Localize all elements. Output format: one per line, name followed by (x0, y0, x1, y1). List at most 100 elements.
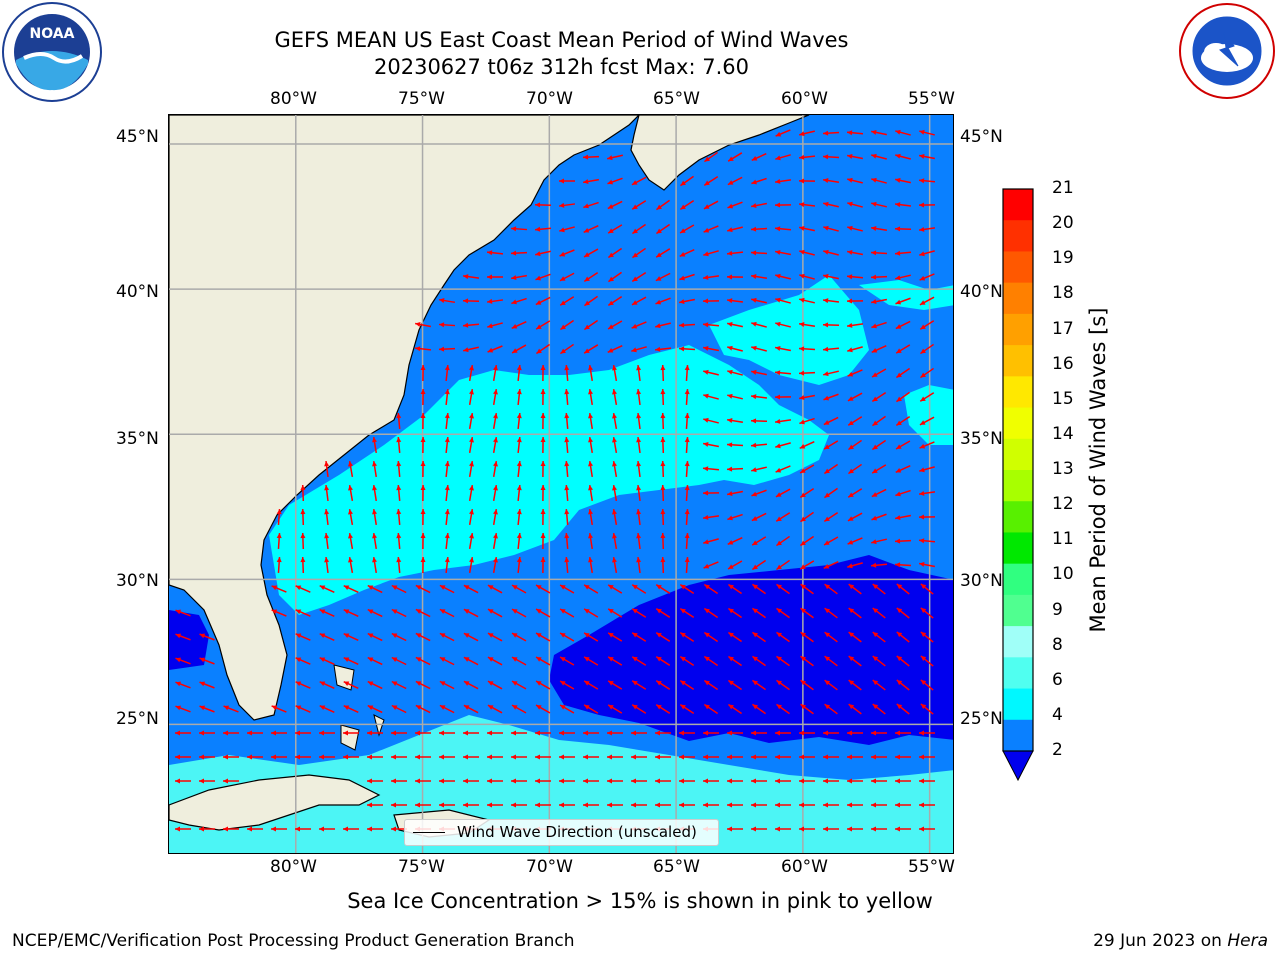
colorbar-frame (1002, 188, 1034, 752)
wave-direction-arrowhead (727, 442, 733, 448)
wave-direction-arrowhead (463, 754, 468, 760)
wave-direction-arrowhead (775, 345, 781, 351)
wave-direction-arrowhead (919, 778, 924, 784)
colorbar-tick-label: 21 (1052, 178, 1074, 198)
colorbar-block (1003, 376, 1033, 409)
lat-label: 45°N (960, 127, 1003, 147)
wave-direction-arrowhead (469, 509, 474, 515)
wave-direction-arrowhead (511, 299, 517, 305)
wave-direction-arrowhead (420, 437, 426, 443)
wave-direction-arrowhead (824, 632, 831, 638)
wave-direction-arrowhead (487, 778, 492, 784)
wave-direction-arrowhead (583, 179, 589, 184)
wave-direction-arrowhead (896, 656, 903, 662)
wave-direction-arrowhead (823, 322, 829, 328)
wave-direction-arrowhead (199, 705, 206, 711)
wave-direction-arrowhead (516, 461, 522, 467)
map-panel: Wind Wave Direction (unscaled) (168, 114, 954, 854)
wave-direction-arrowhead (727, 369, 733, 375)
wave-direction-arrowhead (396, 509, 402, 515)
wave-direction-arrowhead (319, 633, 326, 639)
wave-direction-arrowhead (487, 754, 492, 760)
wave-direction-arrowhead (660, 437, 666, 443)
wave-direction-arrowhead (247, 754, 252, 760)
lat-label: 35°N (960, 429, 1003, 449)
wave-direction-arrowhead (776, 632, 783, 638)
wave-direction-arrowhead (919, 826, 924, 832)
wave-direction-arrowhead (439, 346, 445, 352)
wave-direction-arrowhead (415, 705, 422, 710)
wave-direction-arrowhead (516, 437, 522, 443)
wave-direction-arrowhead (560, 300, 566, 306)
colorbar-block (1003, 313, 1033, 346)
wave-direction-arrowhead (493, 485, 498, 491)
wave-direction-arrowhead (776, 656, 783, 662)
wave-direction-arrowhead (703, 298, 709, 304)
wave-direction-arrowhead (751, 754, 756, 760)
wave-direction-arrowhead (871, 754, 876, 760)
wave-direction-arrowhead (823, 420, 830, 425)
wave-direction-arrowhead (848, 656, 855, 662)
wave-direction-arrowhead (415, 633, 422, 638)
wave-direction-arrowhead (660, 557, 666, 563)
wave-direction-arrowhead (631, 323, 638, 329)
wave-direction-arrowhead (560, 656, 566, 662)
colorbar-tick-label: 18 (1052, 283, 1074, 304)
wave-direction-arrowhead (871, 129, 877, 135)
wave-direction-arrowhead (823, 563, 830, 569)
wave-direction-arrowhead (824, 444, 830, 450)
wave-direction-arrowhead (583, 227, 590, 233)
wave-direction-arrowhead (536, 633, 542, 638)
lon-label: 65°W (653, 857, 700, 877)
wave-direction-arrowhead (848, 444, 854, 450)
wave-direction-arrowhead (680, 204, 686, 210)
wave-direction-arrowhead (469, 485, 474, 491)
wave-direction-arrowhead (751, 250, 757, 256)
wave-direction-arrowhead (823, 754, 828, 760)
wave-direction-arrowhead (872, 468, 878, 474)
wave-direction-arrowhead (823, 802, 828, 808)
wave-direction-arrowhead (540, 557, 546, 563)
wave-direction-arrowhead (536, 657, 542, 662)
wave-direction-arrowhead (751, 418, 757, 424)
wave-direction-arrowhead (656, 680, 662, 686)
wave-direction-arrowhead (824, 516, 830, 522)
chart-title: GEFS MEAN US East Coast Mean Period of W… (274, 28, 849, 52)
wave-direction-arrowhead (728, 704, 734, 710)
wave-direction-arrowhead (752, 704, 758, 710)
wave-direction-arrowhead (684, 437, 690, 443)
wave-direction-arrowhead (752, 584, 758, 590)
wave-direction-arrowhead (872, 632, 879, 638)
wave-direction-arrowhead (493, 557, 498, 563)
wave-direction-arrowhead (823, 346, 829, 352)
wave-direction-arrowhead (540, 365, 546, 371)
wave-direction-arrowhead (703, 204, 710, 209)
wave-direction-arrowhead (751, 491, 758, 497)
wave-direction-arrowhead (559, 202, 565, 208)
wave-direction-arrowhead (372, 533, 377, 539)
wave-direction-arrowhead (775, 730, 780, 736)
wave-direction-arrowhead (919, 275, 926, 281)
wave-direction-arrowhead (799, 322, 805, 327)
wave-direction-arrowhead (295, 730, 300, 736)
wave-direction-arrowhead (420, 533, 426, 539)
wave-direction-arrowhead (536, 609, 542, 614)
wave-direction-arrowhead (535, 202, 541, 208)
wave-direction-arrowhead (324, 533, 330, 539)
lon-label: 75°W (398, 857, 445, 877)
wave-direction-arrowhead (511, 609, 518, 614)
wave-direction-arrowhead (799, 443, 806, 449)
wave-direction-arrowhead (588, 365, 593, 371)
wave-direction-arrowhead (540, 533, 546, 539)
wave-direction-arrowhead (775, 155, 781, 161)
wave-direction-arrowhead (727, 466, 733, 472)
wave-direction-arrowhead (560, 608, 566, 614)
wave-direction-arrowhead (391, 778, 396, 784)
wave-direction-arrowhead (920, 372, 926, 378)
wave-direction-arrowhead (463, 705, 470, 710)
wave-direction-arrowhead (895, 226, 901, 232)
wave-direction-arrowhead (871, 323, 877, 329)
wave-direction-arrowhead (223, 754, 228, 760)
wave-direction-arrowhead (919, 226, 925, 232)
wave-direction-arrowhead (636, 533, 642, 539)
